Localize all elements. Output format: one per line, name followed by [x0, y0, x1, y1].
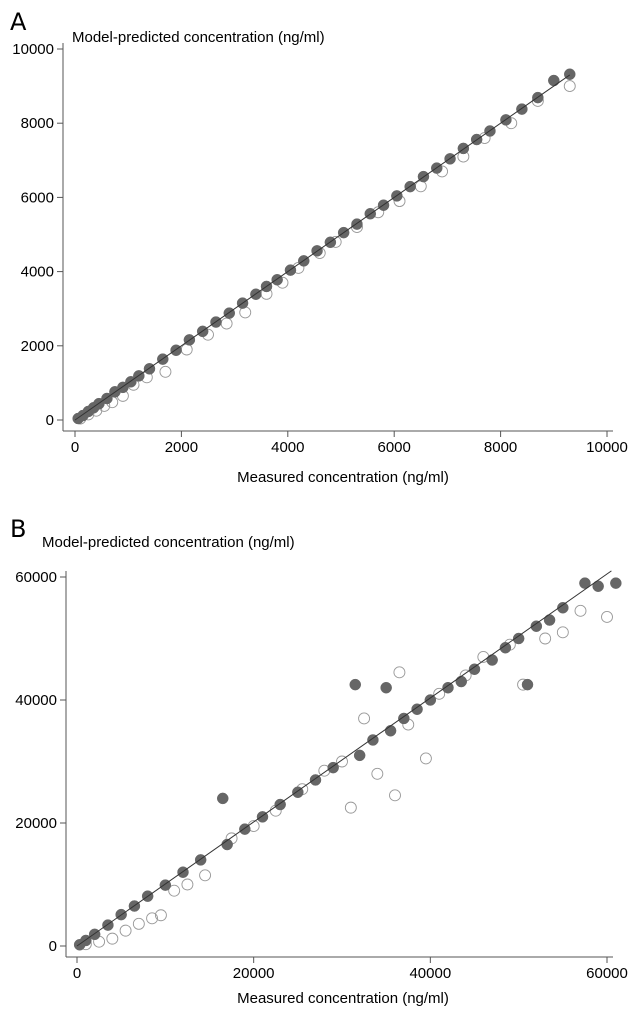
- panel-b-y-tick-label: 20000: [15, 815, 57, 832]
- panel-b-open-point: [146, 912, 159, 925]
- panel-b-y-tick-label: 0: [49, 938, 57, 955]
- panel-b-open-point: [358, 712, 371, 725]
- panel-b-filled-point: [353, 749, 366, 762]
- panel-b-y-tick-label: 40000: [15, 692, 57, 709]
- panel-b-x-tick-label: 0: [73, 965, 81, 982]
- panel-a-x-tick-label: 0: [71, 439, 79, 456]
- panel-b-open-point: [132, 917, 145, 930]
- panel-a-x-tick-label: 2000: [165, 439, 198, 456]
- panel-a-open-point: [159, 365, 172, 378]
- panel-b-filled-points: [73, 577, 622, 951]
- panel-a-letter: A: [10, 8, 27, 36]
- panel-b-open-point: [199, 869, 212, 882]
- panel-a-filled-point: [548, 74, 560, 87]
- panel-a-x-tick-label: 10000: [586, 439, 628, 456]
- panel-b-filled-point: [442, 681, 454, 694]
- panel-b-filled-point: [557, 602, 569, 614]
- panel-b-filled-point: [380, 681, 392, 694]
- panel-a-open-point: [563, 80, 576, 93]
- panel-b-filled-point: [411, 703, 423, 715]
- panel-a-y-tick-label: 8000: [21, 115, 54, 132]
- panel-a-y-tick-label: 6000: [21, 189, 54, 206]
- panel-a-y-tick-label: 2000: [21, 338, 54, 355]
- panel-b-x-tick-label: 40000: [409, 965, 451, 982]
- panel-a-open-point: [414, 180, 427, 193]
- panel-a-x-tick-label: 4000: [271, 439, 304, 456]
- panel-b-filled-point: [530, 620, 543, 632]
- panel-b-open-point: [419, 752, 432, 765]
- panel-b-open-point: [389, 789, 401, 802]
- panel-b-filled-point: [384, 725, 397, 737]
- panel-a-open-point: [180, 343, 193, 356]
- panel-b-filled-point: [543, 614, 556, 626]
- panel-b-open-point: [371, 767, 384, 780]
- panel-b-open-point: [154, 909, 167, 922]
- panel-a-x-tick-label: 6000: [378, 439, 411, 456]
- panel-b-open-point: [539, 632, 552, 645]
- panel-b-filled-point: [512, 632, 525, 645]
- panel-b-open-point: [344, 801, 357, 814]
- panel-a-open-point: [220, 317, 233, 330]
- panel-b-open-point: [393, 666, 406, 679]
- panel-b-scatter-chart: B Model-predicted concentration (ng/ml) …: [10, 515, 628, 1007]
- panel-a-y-tick-label: 4000: [21, 264, 54, 281]
- panel-b-filled-point: [424, 694, 437, 706]
- panel-a-y-axis-title: Model-predicted concentration (ng/ml): [72, 29, 325, 46]
- panel-b-open-point: [433, 687, 446, 700]
- panel-b-filled-point: [217, 792, 229, 805]
- panel-b-identity-line: [76, 570, 612, 947]
- panel-b-filled-point: [349, 678, 361, 691]
- panel-b-open-point: [168, 884, 181, 897]
- panel-a-axes: [62, 43, 613, 432]
- panel-b-open-point: [181, 878, 194, 891]
- panel-b-filled-point: [521, 678, 534, 691]
- panel-b-filled-point: [486, 654, 498, 666]
- panel-a-ticks: 0 2000 4000 6000 8000 10000 0 2000 4000 6000 8000 1…: [12, 41, 628, 456]
- panel-b-filled-point: [468, 663, 481, 675]
- panel-b-filled-point: [610, 577, 622, 589]
- panel-a-x-axis-title: Measured concentration (ng/ml): [237, 469, 449, 486]
- panel-b-open-point: [106, 932, 119, 945]
- panel-b-x-axis-title: Measured concentration (ng/ml): [237, 990, 449, 1007]
- panel-b-filled-point: [367, 734, 379, 746]
- panel-b-y-axis-title: Model-predicted concentration (ng/ml): [42, 534, 295, 551]
- panel-b-open-point: [601, 611, 613, 623]
- panel-a-identity-line: [74, 74, 571, 421]
- panel-b-open-point: [119, 924, 132, 937]
- panel-a-y-tick-label: 10000: [12, 41, 54, 58]
- panel-b-axes: [65, 571, 613, 958]
- panel-b-filled-point: [327, 761, 339, 774]
- panel-b-open-points: [79, 604, 613, 951]
- panel-b-x-tick-label: 60000: [586, 965, 628, 982]
- panel-b-open-point: [556, 626, 569, 639]
- panel-b-open-point: [336, 755, 348, 768]
- panel-b-filled-point: [579, 577, 591, 589]
- panel-b-filled-point: [398, 712, 410, 725]
- panel-b-identity-line: [76, 570, 612, 947]
- panel-a-y-tick-label: 0: [46, 412, 54, 429]
- panel-b-ticks: 0 20000 40000 60000 0 20000 40000 60000: [15, 569, 628, 982]
- panel-a-scatter-chart: A Model-predicted concentration (ng/ml) …: [10, 8, 628, 486]
- panel-b-filled-point: [455, 675, 467, 688]
- panel-b-open-point: [574, 604, 587, 617]
- panel-a-x-tick-label: 8000: [484, 439, 517, 456]
- panel-b-filled-point: [499, 641, 512, 654]
- panel-b-y-tick-label: 60000: [15, 569, 57, 586]
- panel-a-identity-line: [74, 74, 571, 421]
- panel-b-letter: B: [10, 515, 26, 543]
- panel-b-x-tick-label: 20000: [233, 965, 275, 982]
